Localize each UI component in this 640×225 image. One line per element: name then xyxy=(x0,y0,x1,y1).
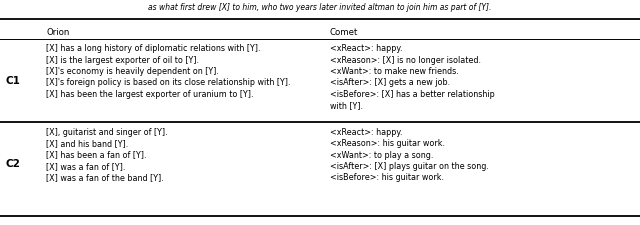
Text: C2: C2 xyxy=(5,158,20,168)
Text: Orion: Orion xyxy=(46,28,70,37)
Text: Comet: Comet xyxy=(330,28,358,37)
Text: C1: C1 xyxy=(5,76,20,86)
Text: [X] has a long history of diplomatic relations with [Y].
[X] is the largest expo: [X] has a long history of diplomatic rel… xyxy=(46,44,291,98)
Text: <xReact>: happy.
<xReason>: [X] is no longer isolated.
<xWant>: to make new frie: <xReact>: happy. <xReason>: [X] is no lo… xyxy=(330,44,494,110)
Text: as what first drew [X] to him, who two years later invited altman to join him as: as what first drew [X] to him, who two y… xyxy=(148,3,492,12)
Text: [X], guitarist and singer of [Y].
[X] and his band [Y].
[X] has been a fan of [Y: [X], guitarist and singer of [Y]. [X] an… xyxy=(46,127,168,182)
Text: <xReact>: happy.
<xReason>: his guitar work.
<xWant>: to play a song.
<isAfter>:: <xReact>: happy. <xReason>: his guitar w… xyxy=(330,127,488,182)
